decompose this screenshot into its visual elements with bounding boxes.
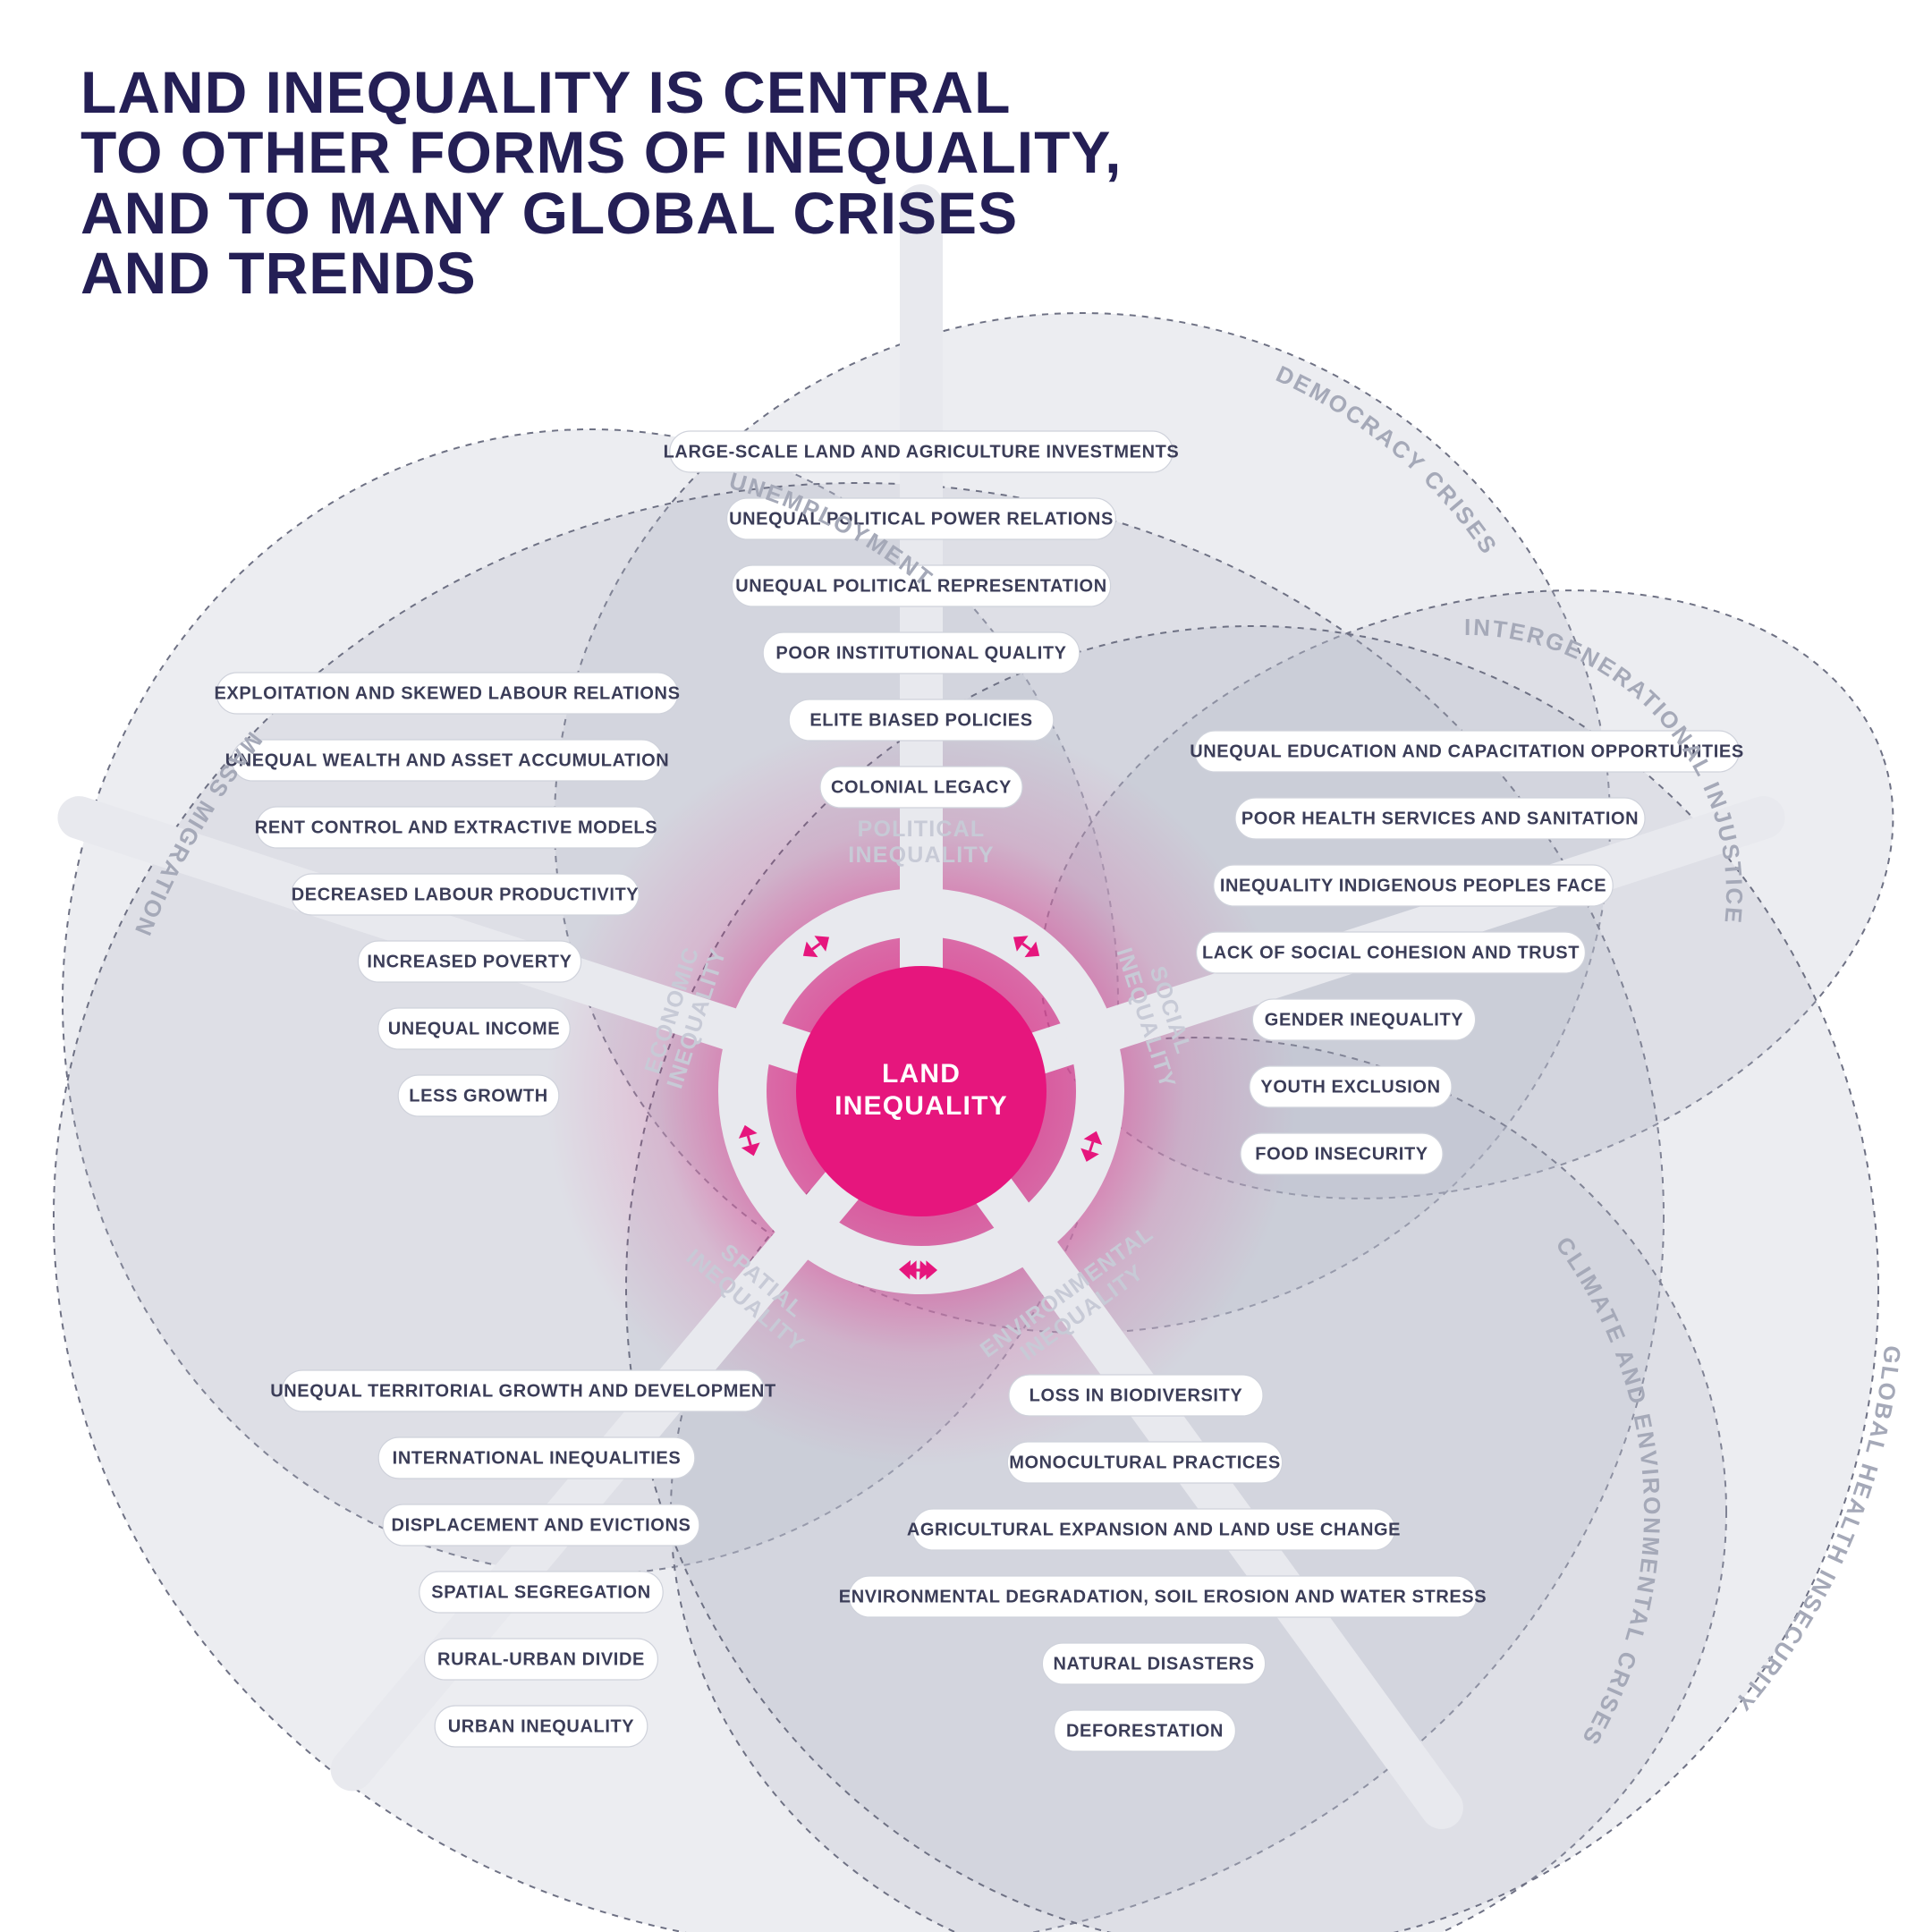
pill-text: RENT CONTROL AND EXTRACTIVE MODELS xyxy=(255,818,657,837)
pill-environmental-5: DEFORESTATION xyxy=(1055,1710,1236,1751)
pill-text: UNEQUAL EDUCATION AND CAPACITATION OPPOR… xyxy=(1190,741,1744,761)
pill-economic-6: LESS GROWTH xyxy=(398,1075,559,1116)
pill-political-0: LARGE-SCALE LAND AND AGRICULTURE INVESTM… xyxy=(664,431,1180,472)
pill-spatial-5: URBAN INEQUALITY xyxy=(435,1706,648,1747)
pill-text: UNEQUAL INCOME xyxy=(388,1019,560,1038)
title-line-1: LAND INEQUALITY IS CENTRAL xyxy=(80,63,1122,123)
pill-text: DISPLACEMENT AND EVICTIONS xyxy=(392,1515,691,1535)
pill-economic-5: UNEQUAL INCOME xyxy=(378,1008,570,1049)
petal-label-political: POLITICALINEQUALITY xyxy=(848,817,994,868)
pill-economic-4: INCREASED POVERTY xyxy=(358,941,580,982)
pill-text: GENDER INEQUALITY xyxy=(1265,1010,1463,1030)
pill-political-4: ELITE BIASED POLICIES xyxy=(789,699,1054,741)
title-line-4: AND TRENDS xyxy=(80,243,1122,303)
pill-text: INTERNATIONAL INEQUALITIES xyxy=(393,1448,682,1468)
pill-text: MONOCULTURAL PRACTICES xyxy=(1009,1453,1281,1472)
pill-text: LESS GROWTH xyxy=(409,1086,548,1106)
pill-text: LACK OF SOCIAL COHESION AND TRUST xyxy=(1202,943,1580,962)
pill-text: INCREASED POVERTY xyxy=(367,952,572,971)
pill-economic-2: RENT CONTROL AND EXTRACTIVE MODELS xyxy=(255,807,657,848)
pill-text: DEFORESTATION xyxy=(1066,1721,1224,1741)
pill-social-2: INEQUALITY INDIGENOUS PEOPLES FACE xyxy=(1214,865,1613,906)
pill-spatial-2: DISPLACEMENT AND EVICTIONS xyxy=(383,1504,699,1546)
pill-text: RURAL-URBAN DIVIDE xyxy=(437,1649,645,1669)
pill-environmental-3: ENVIRONMENTAL DEGRADATION, SOIL EROSION … xyxy=(839,1576,1487,1617)
pill-spatial-0: UNEQUAL TERRITORIAL GROWTH AND DEVELOPME… xyxy=(270,1370,776,1411)
pill-text: AGRICULTURAL EXPANSION AND LAND USE CHAN… xyxy=(907,1520,1401,1539)
title-line-3: AND TO MANY GLOBAL CRISES xyxy=(80,183,1122,243)
pill-text: ELITE BIASED POLICIES xyxy=(809,710,1032,730)
pill-text: POOR HEALTH SERVICES AND SANITATION xyxy=(1241,809,1639,828)
pill-text: INEQUALITY INDIGENOUS PEOPLES FACE xyxy=(1220,876,1606,895)
pill-environmental-0: LOSS IN BIODIVERSITY xyxy=(1009,1375,1263,1416)
pill-economic-0: EXPLOITATION AND SKEWED LABOUR RELATIONS xyxy=(214,673,680,714)
pill-political-5: COLONIAL LEGACY xyxy=(820,767,1022,808)
pill-spatial-3: SPATIAL SEGREGATION xyxy=(419,1572,663,1613)
pill-text: POOR INSTITUTIONAL QUALITY xyxy=(775,643,1066,663)
page-title: LAND INEQUALITY IS CENTRAL TO OTHER FORM… xyxy=(80,63,1122,303)
pill-social-6: FOOD INSECURITY xyxy=(1241,1133,1443,1174)
pill-environmental-4: NATURAL DISASTERS xyxy=(1042,1643,1265,1684)
pill-text: DECREASED LABOUR PRODUCTIVITY xyxy=(292,885,640,904)
pill-text: LARGE-SCALE LAND AND AGRICULTURE INVESTM… xyxy=(664,442,1180,462)
pill-social-5: YOUTH EXCLUSION xyxy=(1250,1066,1452,1107)
pill-text: FOOD INSECURITY xyxy=(1255,1144,1428,1164)
pill-social-3: LACK OF SOCIAL COHESION AND TRUST xyxy=(1197,932,1586,973)
pill-text: UNEQUAL TERRITORIAL GROWTH AND DEVELOPME… xyxy=(270,1381,776,1401)
pill-text: UNEQUAL WEALTH AND ASSET ACCUMULATION xyxy=(225,750,670,770)
pill-text: SPATIAL SEGREGATION xyxy=(431,1582,651,1602)
pill-spatial-4: RURAL-URBAN DIVIDE xyxy=(425,1639,658,1680)
pill-social-1: POOR HEALTH SERVICES AND SANITATION xyxy=(1235,798,1645,839)
pill-text: YOUTH EXCLUSION xyxy=(1260,1077,1440,1097)
pill-social-4: GENDER INEQUALITY xyxy=(1252,999,1475,1040)
pill-economic-3: DECREASED LABOUR PRODUCTIVITY xyxy=(292,874,640,915)
pill-environmental-1: MONOCULTURAL PRACTICES xyxy=(1007,1442,1282,1483)
title-line-2: TO OTHER FORMS OF INEQUALITY, xyxy=(80,123,1122,182)
pill-text: NATURAL DISASTERS xyxy=(1053,1654,1254,1674)
pill-social-0: UNEQUAL EDUCATION AND CAPACITATION OPPOR… xyxy=(1190,731,1744,772)
pill-economic-1: UNEQUAL WEALTH AND ASSET ACCUMULATION xyxy=(225,740,670,781)
stage: LANDINEQUALITYPOLITICALINEQUALITYSOCIALI… xyxy=(0,0,1932,1932)
pill-text: ENVIRONMENTAL DEGRADATION, SOIL EROSION … xyxy=(839,1587,1487,1606)
pill-text: COLONIAL LEGACY xyxy=(831,777,1012,797)
pill-text: LOSS IN BIODIVERSITY xyxy=(1030,1385,1243,1405)
pill-political-3: POOR INSTITUTIONAL QUALITY xyxy=(763,632,1080,674)
pill-environmental-2: AGRICULTURAL EXPANSION AND LAND USE CHAN… xyxy=(907,1509,1401,1550)
pill-text: EXPLOITATION AND SKEWED LABOUR RELATIONS xyxy=(214,683,680,703)
pill-spatial-1: INTERNATIONAL INEQUALITIES xyxy=(378,1437,695,1479)
pill-text: URBAN INEQUALITY xyxy=(448,1716,635,1736)
